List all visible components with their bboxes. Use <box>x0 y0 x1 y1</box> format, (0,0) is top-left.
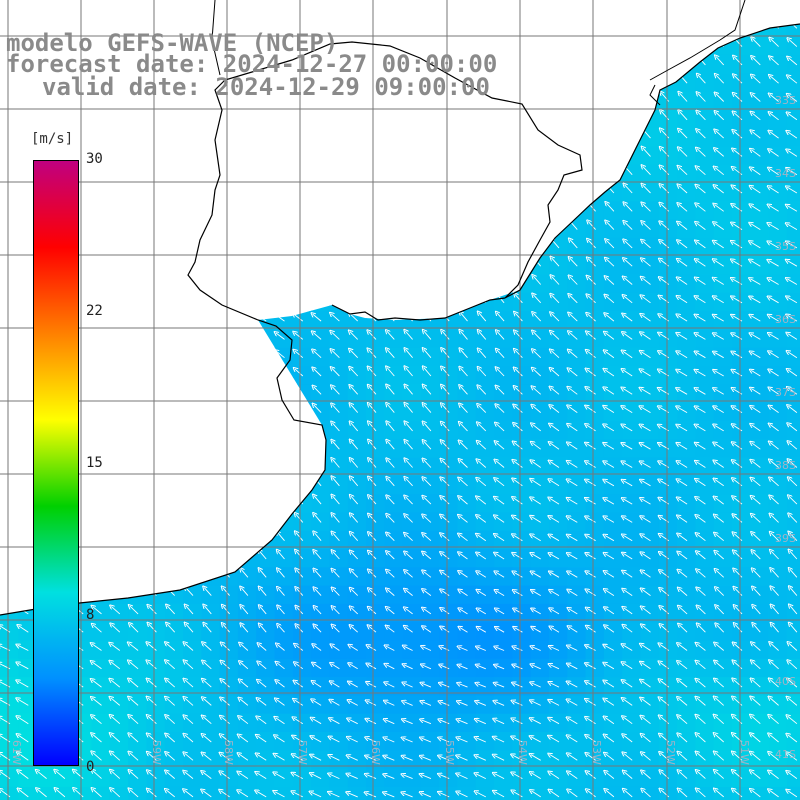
lon-label: 59W <box>150 740 163 765</box>
speed-cell <box>567 786 587 800</box>
speed-cell <box>18 786 38 800</box>
speed-cell <box>786 219 800 239</box>
speed-cell <box>786 24 800 38</box>
lat-label: 34S <box>775 167 796 180</box>
speed-cell <box>786 420 800 440</box>
lat-label: 37S <box>775 386 796 399</box>
lat-label: 40S <box>775 675 796 688</box>
speed-cell <box>237 786 257 800</box>
speed-cell <box>549 786 568 800</box>
speed-cell <box>786 366 800 385</box>
speed-cell <box>73 786 93 800</box>
speed-cell <box>512 786 532 800</box>
speed-cell <box>786 549 800 568</box>
speed-cell <box>786 109 800 129</box>
lon-label: 52W <box>664 740 677 765</box>
colorbar-tick: 30 <box>86 151 103 167</box>
speed-cell <box>786 201 800 221</box>
speed-cell <box>658 786 678 800</box>
speed-cell <box>786 329 800 349</box>
speed-cell <box>786 713 800 733</box>
colorbar-unit: [m/s] <box>31 131 74 147</box>
speed-cell <box>695 786 715 800</box>
speed-cell <box>36 786 56 800</box>
lon-label: 55W <box>443 740 456 765</box>
speed-cell <box>146 786 166 800</box>
lon-label: 51W <box>738 740 751 765</box>
colorbar-tick: 8 <box>86 607 95 623</box>
speed-cell <box>786 73 800 93</box>
speed-cell <box>786 567 800 587</box>
speed-cell <box>786 256 800 276</box>
speed-cell <box>622 786 642 800</box>
speed-cell <box>713 786 733 800</box>
speed-cell <box>786 347 800 367</box>
lon-label: 53W <box>590 740 603 765</box>
speed-cell <box>219 786 239 800</box>
lat-label: 33S <box>775 94 796 107</box>
colorbar <box>33 160 79 766</box>
speed-cell <box>786 274 800 294</box>
speed-cell <box>603 786 623 800</box>
speed-cell <box>732 786 751 800</box>
speed-cell <box>768 786 788 800</box>
colorbar-tick: 15 <box>86 455 103 471</box>
speed-cell <box>183 786 202 800</box>
lat-label: 39S <box>775 532 796 545</box>
speed-cell <box>530 786 550 800</box>
speed-cell <box>786 402 800 422</box>
speed-cell <box>384 786 404 800</box>
lon-label: 61W <box>10 740 23 765</box>
lat-label: 35S <box>775 240 796 253</box>
speed-cell <box>91 786 111 800</box>
speed-cell <box>585 786 605 800</box>
lon-label: 54W <box>516 740 529 765</box>
speed-cell <box>786 512 800 532</box>
speed-cell <box>402 786 422 800</box>
speed-cell <box>0 786 19 800</box>
speed-cell <box>256 786 276 800</box>
colorbar-tick: 0 <box>86 759 95 775</box>
speed-cell <box>786 768 800 788</box>
speed-cell <box>54 786 74 800</box>
speed-cell <box>786 292 800 312</box>
speed-cell <box>786 786 800 800</box>
speed-cell <box>109 786 129 800</box>
speed-cell <box>786 585 800 605</box>
speed-cell <box>786 494 800 513</box>
speed-cell <box>677 786 696 800</box>
lon-label: 56W <box>369 740 382 765</box>
speed-cell <box>366 786 385 800</box>
speed-cell <box>164 786 184 800</box>
lat-label: 36S <box>775 313 796 326</box>
colorbar-tick: 22 <box>86 303 103 319</box>
speed-cell <box>786 146 800 166</box>
speed-cell <box>128 786 147 800</box>
speed-cell <box>786 128 800 147</box>
lat-label: 41S <box>775 748 796 761</box>
speed-cell <box>786 622 800 642</box>
valid-date: valid date: 2024-12-29 09:00:00 <box>42 73 490 101</box>
speed-cell <box>201 786 221 800</box>
lon-label: 58W <box>222 740 235 765</box>
lon-label: 57W <box>296 740 309 765</box>
speed-cell <box>640 786 660 800</box>
speed-cell <box>750 786 770 800</box>
speed-cell <box>786 183 800 202</box>
lat-label: 38S <box>775 459 796 472</box>
